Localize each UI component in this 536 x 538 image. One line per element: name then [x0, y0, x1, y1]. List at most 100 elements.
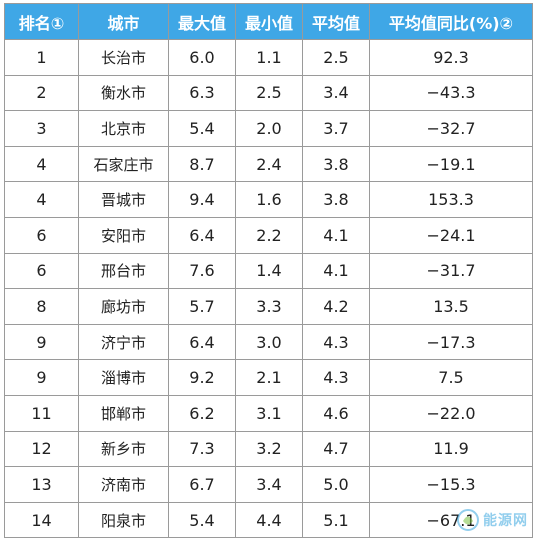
cell-yoy: 11.9 [369, 430, 533, 468]
cell-avg: 4.1 [302, 252, 370, 290]
cell-city: 邢台市 [78, 252, 169, 290]
cell-city: 安阳市 [78, 216, 169, 254]
cell-avg: 3.8 [302, 181, 370, 218]
cell-yoy: −15.3 [369, 466, 533, 503]
table-row: 13 济南市 6.7 3.4 5.0 −15.3 [4, 466, 533, 503]
cell-avg: 3.8 [302, 145, 370, 183]
table-row: 9 济宁市 6.4 3.0 4.3 −17.3 [4, 323, 533, 361]
cell-min: 3.0 [235, 323, 303, 361]
watermark: 能源网 [457, 509, 528, 531]
cell-avg: 3.4 [302, 74, 370, 112]
table-row: 8 廊坊市 5.7 3.3 4.2 13.5 [4, 288, 533, 325]
cell-min: 2.4 [235, 145, 303, 183]
cell-rank: 12 [4, 430, 79, 468]
cell-max: 5.4 [168, 110, 236, 147]
cell-max: 5.7 [168, 288, 236, 325]
city-ranking-table: 排名① 城市 最大值 最小值 平均值 平均值同比(%)② 1 长治市 6.0 1.1 2… [4, 3, 533, 538]
table-row: 3 北京市 5.4 2.0 3.7 −32.7 [4, 110, 533, 147]
watermark-logo-icon [457, 509, 479, 531]
cell-city: 淄博市 [78, 359, 169, 396]
cell-min: 2.2 [235, 216, 303, 254]
table-row: 6 安阳市 6.4 2.2 4.1 −24.1 [4, 216, 533, 254]
cell-rank: 2 [4, 74, 79, 112]
cell-max: 6.4 [168, 323, 236, 361]
table-row: 12 新乡市 7.3 3.2 4.7 11.9 [4, 430, 533, 468]
cell-yoy: −43.3 [369, 74, 533, 112]
cell-rank: 1 [4, 39, 79, 76]
cell-city: 石家庄市 [78, 145, 169, 183]
cell-rank: 11 [4, 394, 79, 432]
cell-rank: 14 [4, 501, 79, 538]
cell-rank: 3 [4, 110, 79, 147]
cell-min: 3.2 [235, 430, 303, 468]
cell-yoy: −24.1 [369, 216, 533, 254]
cell-rank: 6 [4, 216, 79, 254]
cell-max: 6.4 [168, 216, 236, 254]
cell-max: 7.3 [168, 430, 236, 468]
cell-max: 6.3 [168, 74, 236, 112]
cell-rank: 8 [4, 288, 79, 325]
cell-yoy: −19.1 [369, 145, 533, 183]
cell-yoy: −22.0 [369, 394, 533, 432]
cell-rank: 9 [4, 323, 79, 361]
cell-min: 2.0 [235, 110, 303, 147]
cell-max: 8.7 [168, 145, 236, 183]
table-row: 11 邯郸市 6.2 3.1 4.6 −22.0 [4, 394, 533, 432]
cell-rank: 4 [4, 145, 79, 183]
cell-yoy: −31.7 [369, 252, 533, 290]
cell-city: 廊坊市 [78, 288, 169, 325]
cell-min: 4.4 [235, 501, 303, 538]
cell-avg: 4.2 [302, 288, 370, 325]
cell-avg: 4.1 [302, 216, 370, 254]
cell-yoy: 92.3 [369, 39, 533, 76]
header-yoy: 平均值同比(%)② [369, 3, 533, 40]
cell-city: 长治市 [78, 39, 169, 76]
cell-min: 1.4 [235, 252, 303, 290]
cell-avg: 4.3 [302, 359, 370, 396]
cell-max: 5.4 [168, 501, 236, 538]
cell-city: 阳泉市 [78, 501, 169, 538]
cell-city: 邯郸市 [78, 394, 169, 432]
cell-avg: 5.0 [302, 466, 370, 503]
table-row: 4 晋城市 9.4 1.6 3.8 153.3 [4, 181, 533, 218]
cell-max: 6.7 [168, 466, 236, 503]
cell-city: 衡水市 [78, 74, 169, 112]
cell-yoy: −32.7 [369, 110, 533, 147]
cell-city: 北京市 [78, 110, 169, 147]
header-min: 最小值 [235, 3, 303, 40]
table-row: 2 衡水市 6.3 2.5 3.4 −43.3 [4, 74, 533, 112]
header-avg: 平均值 [302, 3, 370, 40]
cell-min: 3.4 [235, 466, 303, 503]
header-city: 城市 [78, 3, 169, 40]
header-row: 排名① 城市 最大值 最小值 平均值 平均值同比(%)② [4, 3, 533, 40]
cell-min: 2.5 [235, 74, 303, 112]
cell-yoy: −67.1 [369, 501, 533, 538]
watermark-text: 能源网 [483, 513, 528, 529]
cell-city: 济南市 [78, 466, 169, 503]
cell-max: 7.6 [168, 252, 236, 290]
table-row: 1 长治市 6.0 1.1 2.5 92.3 [4, 39, 533, 76]
cell-min: 2.1 [235, 359, 303, 396]
cell-rank: 6 [4, 252, 79, 290]
cell-max: 9.2 [168, 359, 236, 396]
cell-yoy: 153.3 [369, 181, 533, 218]
cell-min: 3.3 [235, 288, 303, 325]
table-row: 6 邢台市 7.6 1.4 4.1 −31.7 [4, 252, 533, 290]
cell-max: 9.4 [168, 181, 236, 218]
cell-yoy: −17.3 [369, 323, 533, 361]
cell-min: 1.6 [235, 181, 303, 218]
table-row: 4 石家庄市 8.7 2.4 3.8 −19.1 [4, 145, 533, 183]
cell-max: 6.0 [168, 39, 236, 76]
cell-avg: 2.5 [302, 39, 370, 76]
header-rank: 排名① [4, 3, 79, 40]
cell-min: 3.1 [235, 394, 303, 432]
cell-avg: 4.3 [302, 323, 370, 361]
cell-avg: 3.7 [302, 110, 370, 147]
cell-min: 1.1 [235, 39, 303, 76]
cell-city: 晋城市 [78, 181, 169, 218]
cell-rank: 13 [4, 466, 79, 503]
cell-avg: 4.6 [302, 394, 370, 432]
cell-city: 新乡市 [78, 430, 169, 468]
cell-yoy: 13.5 [369, 288, 533, 325]
cell-avg: 5.1 [302, 501, 370, 538]
